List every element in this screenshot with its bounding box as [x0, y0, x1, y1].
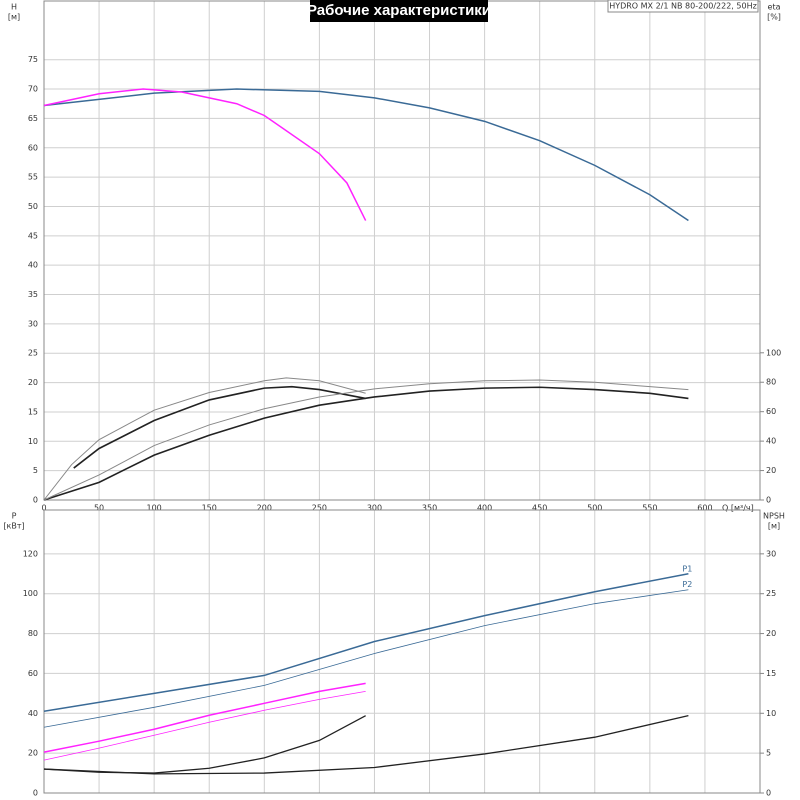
x-tick-label: 500 [587, 504, 602, 513]
x-tick-label: 100 [147, 504, 162, 513]
x-tick-label: 400 [477, 504, 492, 513]
y2-tick-label: 80 [766, 378, 776, 387]
annotation: HYDRO MX 2/1 NB 80-200/222, 50Hz [609, 2, 757, 11]
y2-tick-label: 20 [766, 466, 776, 475]
y-tick-label: 55 [28, 173, 38, 182]
y2-axis-label: [%] [767, 13, 781, 22]
y-tick-label: 5 [33, 466, 38, 475]
y2-tick-label: 5 [766, 749, 771, 758]
y-tick-label: 35 [28, 290, 38, 299]
x-tick-label: 450 [532, 504, 547, 513]
series-line [43, 690, 366, 761]
chart-title: Рабочие характеристики [307, 2, 491, 19]
y-tick-label: 65 [28, 114, 38, 123]
x-tick-label: 250 [312, 504, 327, 513]
x-tick-label: 600 [697, 504, 712, 513]
series-line [43, 715, 689, 775]
y-tick-label: 10 [28, 437, 38, 446]
y-tick-label: 45 [28, 231, 38, 240]
y-axis-label: [м] [8, 13, 20, 22]
x-tick-label: 550 [642, 504, 657, 513]
y2-tick-label: 30 [766, 549, 776, 558]
y2-tick-label: 100 [766, 348, 781, 357]
series-line [73, 385, 366, 469]
y2-tick-label: 10 [766, 709, 776, 718]
y-tick-label: 70 [28, 85, 38, 94]
y-tick-label: 0 [33, 789, 38, 798]
y-tick-label: 20 [28, 749, 38, 758]
series-line [43, 88, 367, 221]
x-tick-label: 200 [257, 504, 272, 513]
x-tick-label: 150 [202, 504, 217, 513]
y-tick-label: 60 [28, 143, 38, 152]
y2-tick-label: 40 [766, 437, 776, 446]
y-tick-label: 120 [23, 549, 38, 558]
x-tick-label: 0 [41, 504, 46, 513]
series-line [43, 379, 689, 501]
y-tick-label: 20 [28, 378, 38, 387]
y-tick-label: 15 [28, 407, 38, 416]
y-axis-label: [кВт] [3, 522, 24, 531]
y2-axis-label: eta [768, 3, 781, 12]
y-tick-label: 100 [23, 589, 38, 598]
y-tick-label: 0 [33, 496, 38, 505]
title-bg [310, 0, 488, 22]
series-line [43, 715, 366, 774]
y2-tick-label: 15 [766, 669, 776, 678]
y-tick-label: 40 [28, 261, 38, 270]
y-tick-label: 50 [28, 202, 38, 211]
y-axis-label: H [11, 3, 17, 12]
y2-tick-label: 60 [766, 407, 776, 416]
series-line [43, 589, 689, 728]
series-label: P1 [682, 564, 692, 573]
y-tick-label: 60 [28, 669, 38, 678]
y-tick-label: 40 [28, 709, 38, 718]
y-tick-label: 25 [28, 349, 38, 358]
plot-frame [43, 509, 761, 794]
series-line [43, 88, 689, 222]
x-tick-label: 300 [367, 504, 382, 513]
y2-axis-label: [м] [768, 522, 780, 531]
plot-frame [43, 0, 761, 501]
y-tick-label: 30 [28, 319, 38, 328]
series-line [43, 682, 366, 753]
y2-tick-label: 20 [766, 629, 776, 638]
series-line [43, 573, 689, 713]
series-label: P2 [682, 580, 692, 589]
y2-tick-label: 0 [766, 496, 771, 505]
y-tick-label: 75 [28, 55, 38, 64]
y2-axis-label: NPSH [763, 512, 785, 521]
y2-tick-label: 25 [766, 589, 776, 598]
y-tick-label: 80 [28, 629, 38, 638]
x-tick-label: 50 [94, 504, 104, 513]
y-axis-label: P [12, 512, 17, 521]
series-line [43, 386, 689, 501]
y2-tick-label: 0 [766, 789, 771, 798]
x-axis-label: Q [м³/ч] [722, 504, 754, 513]
annotation-box [607, 0, 759, 13]
x-tick-label: 350 [422, 504, 437, 513]
series-line [43, 377, 366, 501]
